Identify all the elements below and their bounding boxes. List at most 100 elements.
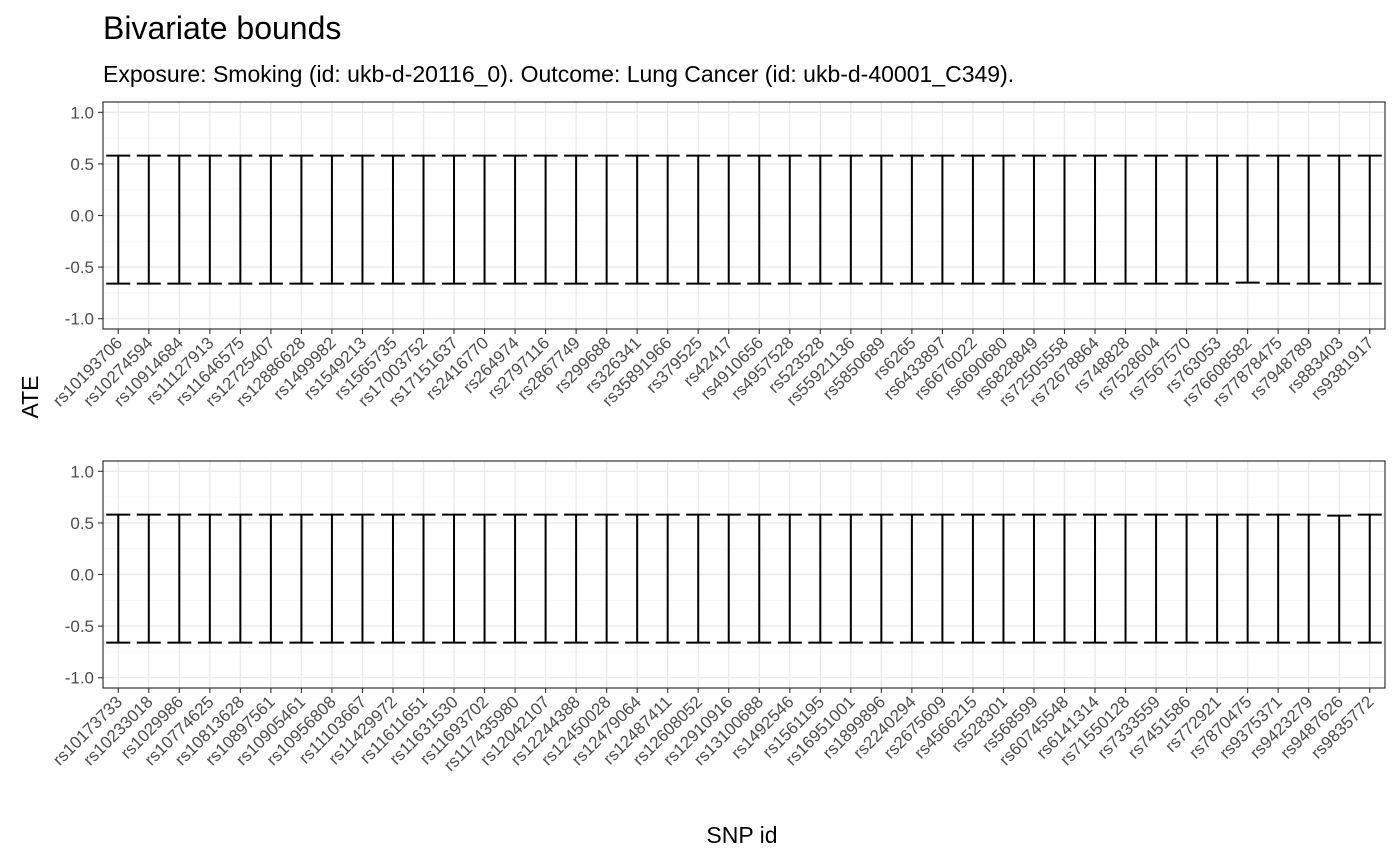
error-bar <box>777 154 802 285</box>
y-tick-label: 1.0 <box>70 103 94 122</box>
error-bar <box>1021 513 1046 644</box>
y-tick-label: -0.5 <box>65 258 94 277</box>
error-bar <box>1113 513 1138 644</box>
error-bar <box>808 154 833 285</box>
error-bar <box>1083 154 1108 285</box>
error-bar <box>533 154 558 285</box>
error-bar <box>258 513 283 644</box>
error-bar <box>106 513 131 644</box>
y-tick-label: 0.0 <box>70 566 94 585</box>
error-bar <box>716 513 741 644</box>
error-bar <box>136 154 161 285</box>
error-bar <box>564 154 589 285</box>
error-bar <box>1205 513 1230 644</box>
panel-border <box>102 460 1386 689</box>
y-tick-label: -1.0 <box>65 310 94 329</box>
error-bar <box>319 154 344 285</box>
error-bar <box>472 154 497 285</box>
top-panel: -1.0-0.50.00.51.0rs10193706rs10274594rs1… <box>49 101 1386 410</box>
error-bar <box>442 513 467 644</box>
error-bar <box>716 154 741 285</box>
error-bar <box>1144 154 1169 285</box>
error-bar <box>503 513 528 644</box>
error-bar <box>960 154 985 285</box>
error-bar <box>289 513 314 644</box>
error-bar <box>1296 154 1321 285</box>
error-bar <box>686 513 711 644</box>
error-bar <box>533 513 558 644</box>
chart-subtitle: Exposure: Smoking (id: ukb-d-20116_0). O… <box>103 61 1014 87</box>
error-bar <box>655 154 680 285</box>
error-bar <box>625 154 650 285</box>
chart-title: Bivariate bounds <box>103 10 341 46</box>
error-bar <box>1327 514 1352 644</box>
error-bar <box>1052 154 1077 285</box>
error-bar <box>899 154 924 285</box>
error-bar <box>1113 154 1138 285</box>
y-axis-title: ATE <box>17 375 43 418</box>
error-bar <box>1052 513 1077 644</box>
error-bar <box>747 154 772 285</box>
error-bar <box>1205 154 1230 285</box>
error-bar <box>350 513 375 644</box>
error-bar <box>625 513 650 644</box>
error-bar <box>1083 513 1108 644</box>
error-bar <box>838 513 863 644</box>
error-bar <box>1266 513 1291 644</box>
error-bar <box>594 154 619 285</box>
error-bar <box>1235 154 1260 284</box>
error-bar <box>594 513 619 644</box>
error-bar <box>930 513 955 644</box>
error-bar <box>1174 513 1199 644</box>
error-bar <box>1144 513 1169 644</box>
error-bar <box>1296 513 1321 644</box>
error-bar <box>380 513 405 644</box>
error-bar <box>228 154 253 285</box>
error-bar <box>1357 154 1382 285</box>
error-bar <box>930 154 955 285</box>
error-bar <box>136 513 161 644</box>
error-bar <box>869 513 894 644</box>
error-bar <box>777 513 802 644</box>
x-axis-title: SNP id <box>706 822 777 848</box>
error-bar <box>1174 154 1199 285</box>
error-bar <box>1357 513 1382 644</box>
error-bar <box>1266 154 1291 285</box>
error-bar <box>197 513 222 644</box>
error-bar <box>564 513 589 644</box>
y-tick-label: 1.0 <box>70 462 94 481</box>
error-bar <box>960 513 985 644</box>
error-bar <box>380 154 405 285</box>
error-bar <box>1235 513 1260 644</box>
error-bar <box>197 154 222 285</box>
error-bar <box>869 154 894 285</box>
error-bar <box>319 513 344 644</box>
error-bar <box>106 154 131 285</box>
error-bar <box>686 154 711 285</box>
error-bar <box>167 513 192 644</box>
bottom-panel: -1.0-0.50.00.51.0rs10173733rs10233018rs1… <box>49 460 1386 775</box>
error-bar <box>1021 154 1046 285</box>
y-tick-label: 0.0 <box>70 207 94 226</box>
error-bar <box>411 513 436 644</box>
panel-border <box>102 101 1386 330</box>
error-bar <box>503 154 528 285</box>
y-tick-label: 0.5 <box>70 514 94 533</box>
error-bar <box>655 513 680 644</box>
error-bar <box>991 513 1016 644</box>
error-bar <box>747 513 772 644</box>
error-bar <box>838 154 863 285</box>
error-bar <box>899 513 924 644</box>
error-bar <box>991 154 1016 285</box>
error-bar <box>472 513 497 644</box>
error-bar <box>1327 154 1352 285</box>
error-bar <box>808 513 833 644</box>
error-bar <box>442 154 467 285</box>
y-tick-label: 0.5 <box>70 155 94 174</box>
error-bar <box>411 154 436 285</box>
error-bar <box>258 154 283 285</box>
y-tick-label: -0.5 <box>65 617 94 636</box>
y-tick-label: -1.0 <box>65 669 94 688</box>
error-bar <box>228 513 253 644</box>
